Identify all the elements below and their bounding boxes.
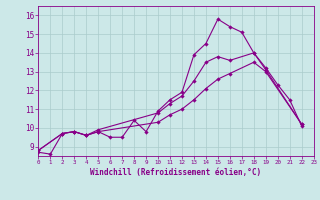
X-axis label: Windchill (Refroidissement éolien,°C): Windchill (Refroidissement éolien,°C) (91, 168, 261, 177)
